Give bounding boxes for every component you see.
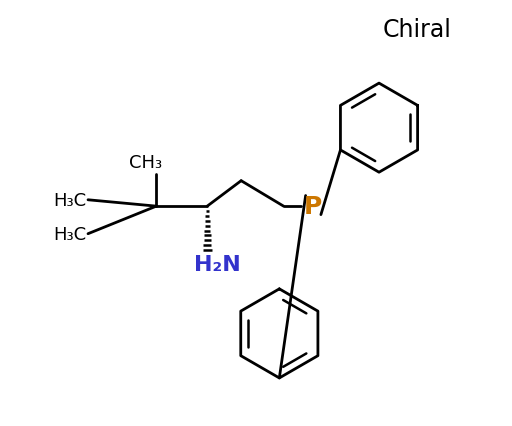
Text: H₃C: H₃C — [53, 225, 87, 243]
Text: P: P — [304, 195, 323, 219]
Text: H₃C: H₃C — [53, 191, 87, 209]
Text: Chiral: Chiral — [382, 18, 451, 42]
Text: CH₃: CH₃ — [129, 154, 162, 172]
Text: H₂N: H₂N — [195, 254, 241, 274]
